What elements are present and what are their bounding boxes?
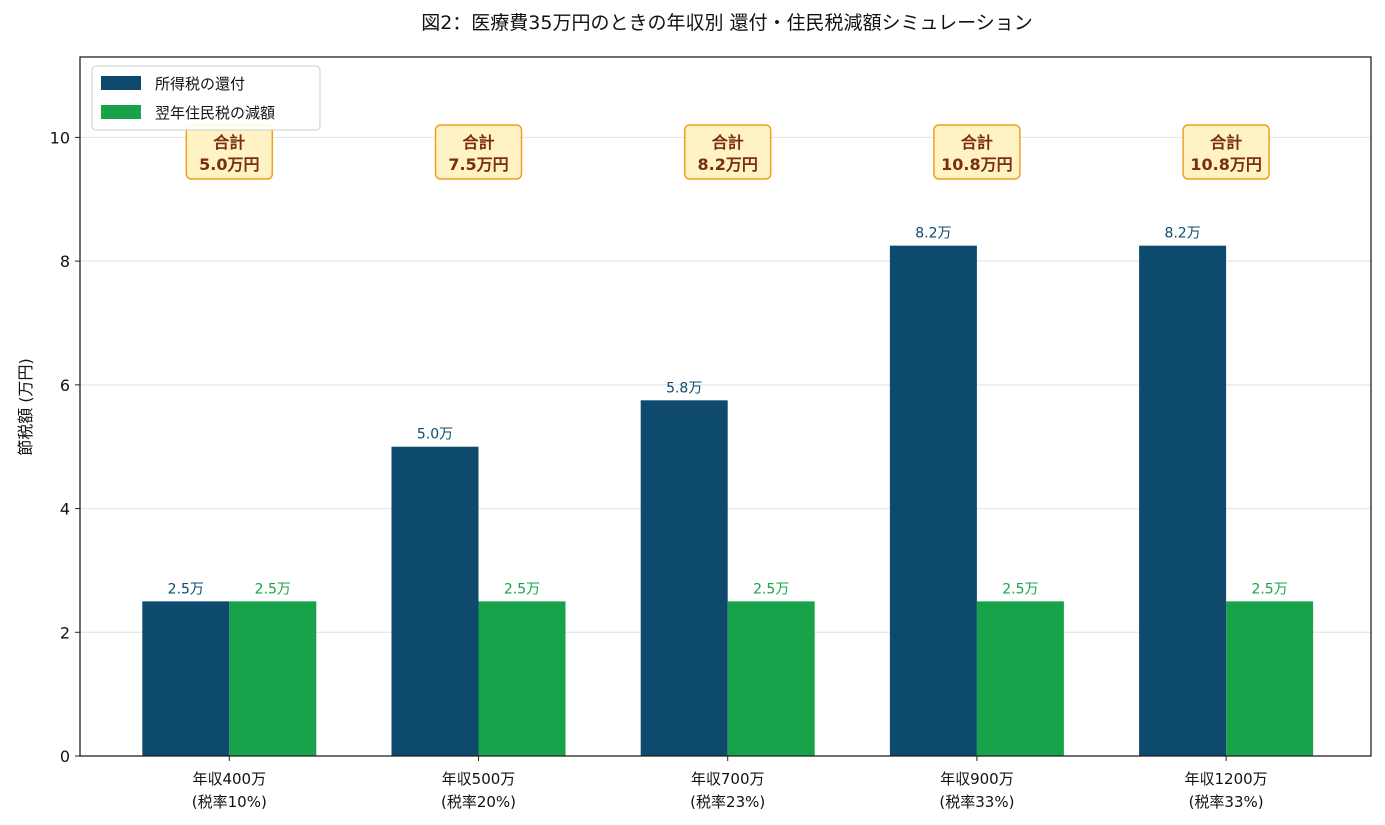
total-annotation-heading: 合計 xyxy=(712,133,744,152)
total-annotation-value: 10.8万円 xyxy=(1190,155,1261,174)
bar-value-label: 2.5万 xyxy=(753,581,789,597)
total-annotation-heading: 合計 xyxy=(462,133,494,152)
bar-value-label: 8.2万 xyxy=(1164,226,1200,242)
income-tax-refund-bar xyxy=(640,400,728,756)
x-tick-label: 年収400万 xyxy=(192,770,266,788)
bar-value-label: 5.0万 xyxy=(417,427,453,443)
legend-label: 所得税の還付 xyxy=(155,75,245,93)
x-tick-label: 年収900万 xyxy=(940,770,1014,788)
bar-value-label: 8.2万 xyxy=(915,226,951,242)
legend-swatch xyxy=(101,76,141,90)
total-annotation-value: 8.2万円 xyxy=(698,155,758,174)
bar-value-label: 2.5万 xyxy=(1002,581,1038,597)
y-tick-label: 10 xyxy=(50,128,70,147)
value-labels: 2.5万 2.5万 5.0万 2.5万 5.8万 2.5万 8.2万 2.5万 8.2万 2.5万 xyxy=(168,226,1288,598)
resident-tax-reduction-bar xyxy=(976,601,1064,756)
bar-value-label: 5.8万 xyxy=(666,380,702,396)
total-annotation-box xyxy=(1182,124,1270,180)
total-annotation-value: 5.0万円 xyxy=(199,155,259,174)
y-tick-label: 6 xyxy=(60,376,70,395)
y-tick-label: 4 xyxy=(60,500,70,519)
total-annotation-box xyxy=(683,124,772,180)
total-annotation-heading: 合計 xyxy=(961,133,993,152)
income-tax-refund-bar xyxy=(889,245,977,756)
total-annotation-value: 7.5万円 xyxy=(448,155,508,174)
legend-box xyxy=(91,65,321,131)
x-tick-sublabel: (税率20%) xyxy=(441,793,516,811)
legend-swatch xyxy=(101,105,141,119)
y-tick-label: 2 xyxy=(60,623,70,642)
x-tick-label: 年収500万 xyxy=(442,770,516,788)
chart-title: 図2：医療費35万円のときの年収別 還付・住民税減額シミュレーション xyxy=(421,12,1033,34)
plot-frame xyxy=(79,56,1372,757)
income-tax-refund-bar xyxy=(142,601,230,756)
income-tax-refund-bar xyxy=(391,446,479,756)
y-axis-label: 節税額 (万円) xyxy=(16,358,35,456)
bar-value-label: 2.5万 xyxy=(1251,581,1287,597)
x-tick-sublabel: (税率33%) xyxy=(1189,793,1264,811)
y-tick-label: 8 xyxy=(60,252,70,271)
bars xyxy=(142,245,1314,756)
total-annotation-box xyxy=(933,124,1021,180)
total-annotation-value: 10.8万円 xyxy=(941,155,1012,174)
y-tick-label: 0 xyxy=(60,747,70,766)
resident-tax-reduction-bar xyxy=(229,601,317,756)
x-tick-sublabel: (税率33%) xyxy=(939,793,1014,811)
y-axis: 0 2 4 6 8 10 xyxy=(50,128,80,766)
total-annotation-heading: 合計 xyxy=(1210,133,1242,152)
bar-value-label: 2.5万 xyxy=(168,581,204,597)
x-tick-sublabel: (税率23%) xyxy=(690,793,765,811)
total-annotation-heading: 合計 xyxy=(213,133,245,152)
x-axis: 年収400万 (税率10%) 年収500万 (税率20%) 年収700万 (税率23%) 年… xyxy=(192,756,1268,811)
x-tick-label: 年収1200万 xyxy=(1185,770,1268,788)
total-annotation-box xyxy=(434,124,523,180)
resident-tax-reduction-bar xyxy=(1226,601,1314,756)
legend-label: 翌年住民税の減額 xyxy=(155,104,275,122)
x-tick-sublabel: (税率10%) xyxy=(192,793,267,811)
income-tax-refund-bar xyxy=(1139,245,1227,756)
bar-value-label: 2.5万 xyxy=(504,581,540,597)
bar-value-label: 2.5万 xyxy=(255,581,291,597)
resident-tax-reduction-bar xyxy=(727,601,815,756)
resident-tax-reduction-bar xyxy=(478,601,566,756)
x-tick-label: 年収700万 xyxy=(691,770,765,788)
